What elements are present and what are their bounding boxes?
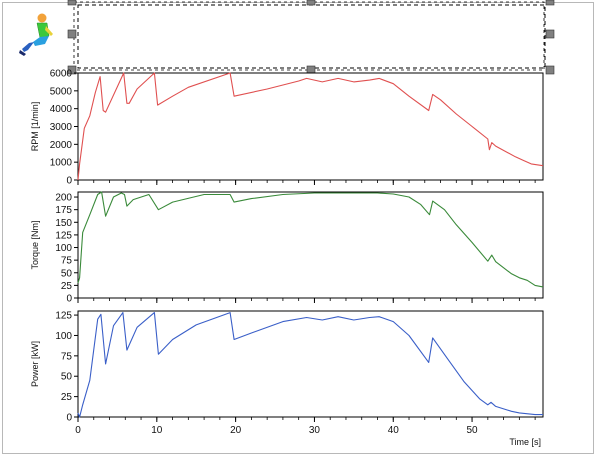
resize-handle-left[interactable]: [67, 29, 77, 39]
y-axis-title: RPM [1/min]: [30, 102, 40, 152]
y-tick-label: 75: [61, 351, 73, 362]
x-axis-title: Time [s]: [509, 437, 541, 447]
y-tick-label: 4000: [50, 104, 73, 115]
selection-outline[interactable]: [77, 4, 546, 69]
y-tick-label: 100: [55, 331, 72, 342]
resize-handle-top-right[interactable]: [545, 0, 555, 6]
y-tick-label: 125: [55, 230, 72, 241]
y-tick-label: 0: [66, 294, 72, 305]
y-tick-label: 3000: [50, 122, 73, 133]
plot-frame: [77, 310, 544, 418]
x-tick-label: 0: [75, 425, 81, 436]
driver-lower-leg: [22, 42, 34, 52]
x-tick-label: 30: [309, 425, 321, 436]
resize-handle-right[interactable]: [545, 29, 555, 39]
y-tick-label: 25: [61, 281, 73, 292]
x-tick-label: 50: [467, 425, 479, 436]
y-tick-label: 0: [66, 413, 72, 424]
plot-frame: [77, 72, 544, 181]
y-tick-label: 2000: [50, 140, 73, 151]
y-tick-label: 1000: [50, 158, 73, 169]
y-tick-label: 75: [61, 256, 73, 267]
x-tick-label: 20: [230, 425, 242, 436]
y-tick-label: 6000: [50, 69, 73, 80]
resize-handle-bottom-left[interactable]: [67, 65, 77, 75]
series-line: [77, 72, 544, 181]
resize-handle-top-left[interactable]: [67, 0, 77, 6]
driver-seated-icon: [19, 13, 53, 56]
driver-arm: [45, 26, 53, 36]
y-tick-label: 50: [61, 372, 73, 383]
y-axis-title: Power [kW]: [30, 341, 40, 387]
driver-shoe: [19, 50, 26, 56]
title-selection-box[interactable]: [67, 0, 555, 75]
driver-head: [37, 13, 47, 23]
resize-handle-top[interactable]: [306, 0, 316, 6]
y-tick-label: 125: [55, 311, 72, 322]
chart-panel-1: 0 1000 2000 3000 4000 5000 6000 RPM [1/min]: [30, 69, 544, 187]
y-tick-label: 150: [55, 218, 72, 229]
window-frame: [2, 2, 594, 454]
series-line: [77, 312, 543, 418]
chart-panel-3: 0 25 50 75 100 125 Power [kW] 0 10 20 30 40 50 Time […: [30, 310, 544, 447]
y-tick-label: 5000: [50, 86, 73, 97]
plot-frame: [77, 191, 544, 299]
x-tick-label: 40: [388, 425, 400, 436]
y-tick-label: 100: [55, 243, 72, 254]
series-line: [77, 191, 544, 288]
x-tick-label: 10: [151, 425, 163, 436]
y-tick-label: 0: [66, 176, 72, 187]
driver-legs: [33, 36, 49, 46]
y-axis-title: Torque [Nm]: [30, 220, 40, 269]
y-tick-label: 200: [55, 193, 72, 204]
y-tick-label: 175: [55, 205, 72, 216]
resize-handle-bottom-right[interactable]: [545, 65, 555, 75]
y-tick-label: 25: [61, 392, 73, 403]
y-tick-label: 50: [61, 268, 73, 279]
